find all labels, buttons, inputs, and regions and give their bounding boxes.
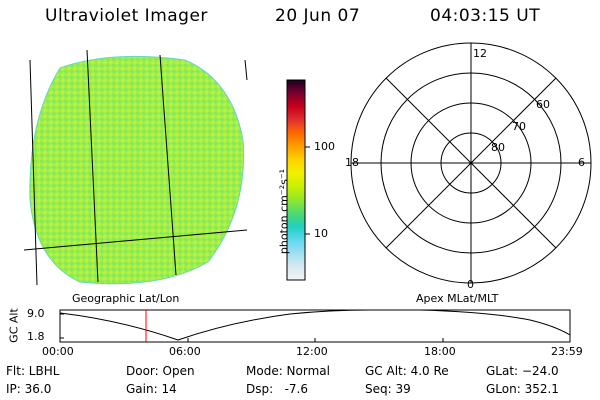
altitude-xtick-1: 06:00 xyxy=(169,345,201,358)
info-gcalt: GC Alt: 4.0 Re xyxy=(365,364,449,378)
altitude-plot-frame xyxy=(59,309,571,343)
time-label: 04:03:15 UT xyxy=(430,6,541,26)
altitude-xtick-0: 00:00 xyxy=(42,345,74,358)
altitude-xtick-2: 12:00 xyxy=(296,345,328,358)
altitude-curve xyxy=(59,309,571,341)
lat-label-70: 70 xyxy=(512,120,526,133)
info-dsp: Dsp: -7.6 xyxy=(246,382,309,396)
lat-label-60: 60 xyxy=(536,98,550,111)
mlt-label-0: 0 xyxy=(467,278,474,291)
lat-label-80: 80 xyxy=(491,141,505,154)
altitude-xtick-4: 23:59 xyxy=(551,345,583,358)
info-ip: IP: 36.0 xyxy=(6,382,52,396)
info-glon: GLon: 352.1 xyxy=(486,382,559,396)
colorbar-rect xyxy=(286,79,306,281)
altitude-plot xyxy=(59,309,571,343)
earth-disk xyxy=(29,55,245,285)
info-door: Door: Open xyxy=(126,364,195,378)
info-flt: Flt: LBHL xyxy=(6,364,60,378)
altitude-xtick-3: 18:00 xyxy=(424,345,456,358)
parallel-line xyxy=(23,229,248,251)
right-panel-caption: Apex MLat/MLT xyxy=(416,292,499,305)
info-seq: Seq: 39 xyxy=(365,382,411,396)
left-panel-caption: Geographic Lat/Lon xyxy=(72,292,180,305)
colorbar-label-10: 10 xyxy=(314,227,328,240)
mlt-label-12: 12 xyxy=(473,47,487,60)
info-gain: Gain: 14 xyxy=(126,382,177,396)
colorbar-label-100: 100 xyxy=(314,140,335,153)
uv-image-panel xyxy=(23,49,248,286)
info-glat: GLat: −24.0 xyxy=(486,364,559,378)
image-frame-edge xyxy=(29,59,38,286)
instrument-title: Ultraviolet Imager xyxy=(45,6,208,26)
mlt-label-18: 18 xyxy=(345,156,359,169)
polar-grid xyxy=(350,42,592,284)
meridian-line xyxy=(159,54,177,276)
altitude-ytick-bottom: 1.8 xyxy=(27,330,45,343)
colorbar-unit-label: photon cm⁻²s⁻¹ xyxy=(277,168,291,255)
altitude-ylabel: GC Alt xyxy=(7,308,21,343)
image-frame-edge xyxy=(244,59,248,81)
date-label: 20 Jun 07 xyxy=(275,6,361,26)
altitude-ytick-top: 9.0 xyxy=(27,307,45,320)
info-mode: Mode: Normal xyxy=(246,364,330,378)
mlt-label-6: 6 xyxy=(578,156,585,169)
mlt-line-diagonal xyxy=(385,77,557,249)
colorbar xyxy=(286,79,310,281)
